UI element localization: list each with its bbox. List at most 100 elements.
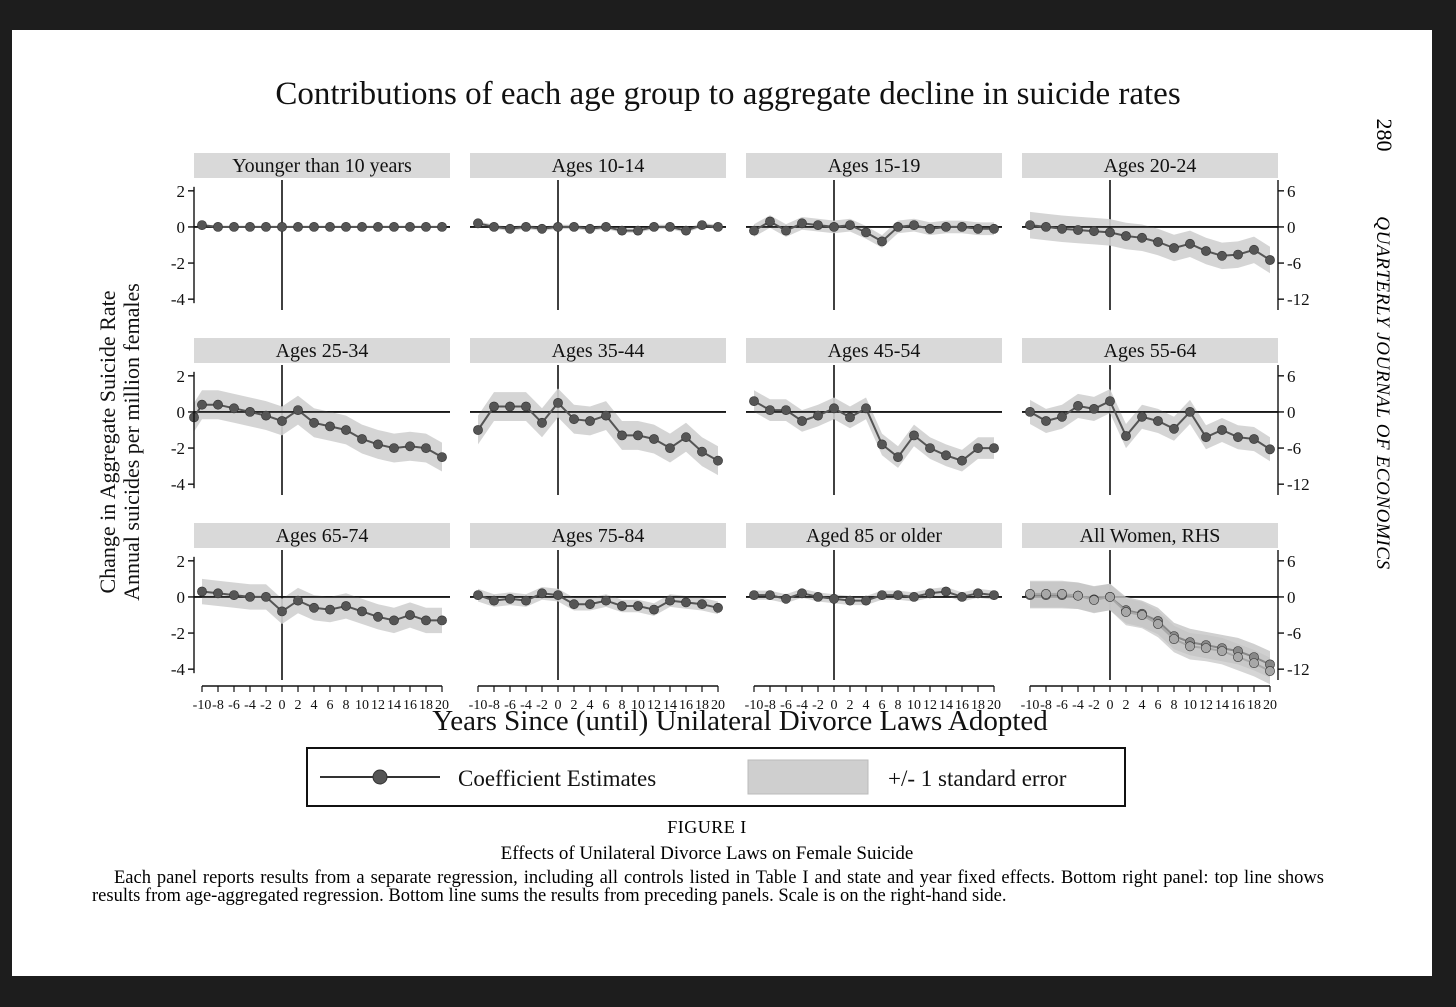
series-point xyxy=(1057,411,1067,422)
left-y-tick-label: -4 xyxy=(171,475,186,494)
series-point xyxy=(941,586,951,597)
series-point xyxy=(1041,222,1051,232)
page-number: 280 xyxy=(1372,118,1397,152)
x-tick-label: 2 xyxy=(847,698,854,713)
series-point xyxy=(261,592,271,602)
panel-header xyxy=(746,338,1002,363)
series-point xyxy=(941,450,951,461)
series-point xyxy=(1217,250,1227,261)
series-point xyxy=(617,225,627,236)
series-point xyxy=(989,223,999,234)
x-tick-label: 6 xyxy=(1155,698,1162,713)
series-point xyxy=(749,396,759,406)
series-point xyxy=(389,443,399,453)
series-point xyxy=(1121,431,1131,441)
x-tick-label: 4 xyxy=(587,698,594,713)
x-tick-label: 2 xyxy=(295,698,302,713)
x-tick-label: -4 xyxy=(796,698,808,713)
series-point xyxy=(277,222,287,232)
series-point xyxy=(877,590,887,600)
x-tick-label: -10 xyxy=(1021,698,1040,713)
series-point xyxy=(1185,407,1195,417)
series-point xyxy=(1121,231,1131,241)
panel-title: All Women, RHS xyxy=(1080,525,1221,547)
y-axis-label: Change in Aggregate Suicide Rate Annual … xyxy=(95,283,144,601)
x-tick-label: 14 xyxy=(663,698,677,713)
legend: Coefficient Estimates +/- 1 standard err… xyxy=(306,747,1126,807)
panel-header xyxy=(194,338,450,363)
series-line xyxy=(753,400,994,462)
se-band xyxy=(1030,211,1270,274)
series-point xyxy=(437,615,447,626)
series-point xyxy=(925,223,935,234)
series-point xyxy=(473,590,483,600)
series-point xyxy=(537,223,547,234)
series-point xyxy=(473,425,483,435)
series-point xyxy=(277,606,287,617)
series-point xyxy=(569,599,579,610)
x-axis-label: Years Since (until) Unilateral Divorce L… xyxy=(432,705,1048,737)
series-point xyxy=(213,588,223,599)
series-point xyxy=(973,443,983,453)
series-point xyxy=(229,590,239,600)
series-point xyxy=(765,590,775,600)
x-tick-label: -8 xyxy=(212,698,224,713)
series-point xyxy=(489,401,499,412)
series-point xyxy=(293,595,303,606)
series-point xyxy=(373,222,383,232)
x-tick-label: -10 xyxy=(193,698,212,713)
series-point xyxy=(989,443,999,453)
series-point xyxy=(521,222,531,232)
x-tick-label: -2 xyxy=(812,698,824,713)
journal-running-head: QUARTERLY JOURNAL OF ECONOMICS xyxy=(1372,216,1393,570)
series-point xyxy=(1137,232,1147,243)
panel-10: Ages 75-84 -10 -8 -6 -4 -2 0 2 4 6 8 10 12 14 16 18 20 xyxy=(469,523,726,713)
series-point xyxy=(373,611,383,622)
series-point xyxy=(633,430,643,441)
series-1-point xyxy=(1169,634,1179,644)
series-point xyxy=(373,439,383,450)
right-y-tick-label: 6 xyxy=(1287,552,1296,571)
series-point xyxy=(1233,249,1243,260)
panel-header xyxy=(1022,153,1278,178)
series-point xyxy=(1073,225,1083,235)
panel-header xyxy=(746,153,1002,178)
series-point xyxy=(1073,401,1083,411)
x-tick-label: 10 xyxy=(355,698,369,713)
panel-6: Ages 35-44 xyxy=(470,338,726,495)
series-point xyxy=(1089,404,1099,414)
series-point xyxy=(197,586,207,597)
series-point xyxy=(877,439,887,450)
series-point xyxy=(601,410,611,421)
series-point xyxy=(521,595,531,606)
series-point xyxy=(957,455,967,466)
series-point xyxy=(341,601,351,611)
series-point xyxy=(213,222,223,232)
panel-title: Younger than 10 years xyxy=(232,155,412,177)
series-point xyxy=(861,403,871,414)
y-axis-label-line2: Annual suicides per million females xyxy=(119,283,144,601)
right-y-tick-label: 6 xyxy=(1287,367,1296,386)
series-point xyxy=(1041,416,1051,426)
x-tick-label: 12 xyxy=(923,698,937,713)
series-point xyxy=(829,403,839,414)
series-point xyxy=(261,410,271,421)
series-point xyxy=(665,222,675,232)
series-1-point xyxy=(1201,643,1211,653)
x-tick-label: 4 xyxy=(311,698,318,713)
series-point xyxy=(1105,227,1115,238)
series-point xyxy=(765,405,775,415)
series-point xyxy=(505,401,515,412)
x-tick-label: 12 xyxy=(371,698,385,713)
x-tick-label: 14 xyxy=(939,698,953,713)
series-point xyxy=(925,588,935,599)
series-point xyxy=(309,417,319,428)
x-tick-label: 14 xyxy=(387,698,401,713)
series-point xyxy=(473,218,483,229)
series-point xyxy=(617,430,627,441)
series-1-point xyxy=(1057,589,1067,599)
panel-title: Ages 75-84 xyxy=(552,525,645,547)
series-point xyxy=(213,399,223,410)
series-point xyxy=(781,593,791,604)
